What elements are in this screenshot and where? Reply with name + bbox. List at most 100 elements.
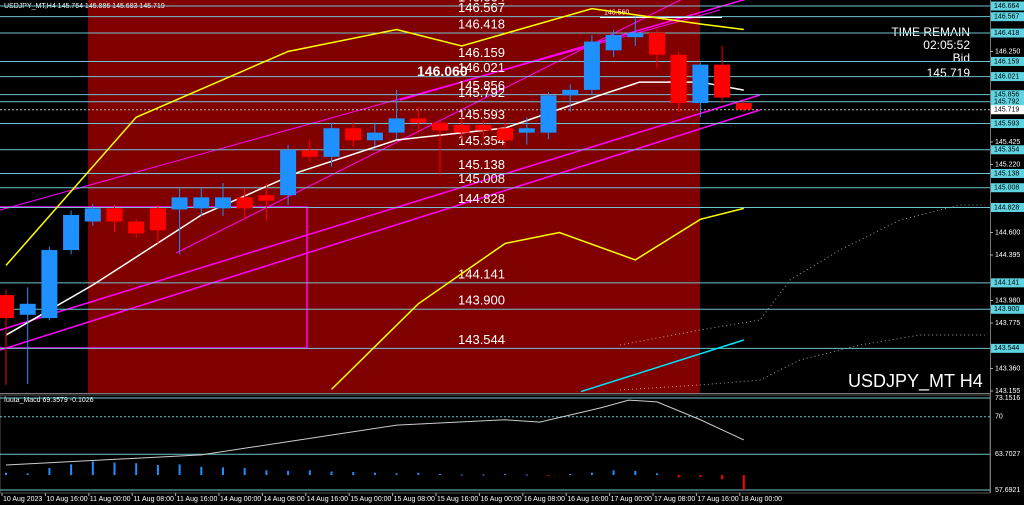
level-tag [991,168,1024,178]
candle-body [388,118,405,133]
y-tick-label: 143.360 [995,365,1020,372]
level-tag [991,145,1024,155]
candle-body [84,208,101,222]
macd-bar [200,466,203,475]
candle-body [149,208,166,231]
macd-label: fuuta_Macd 69.3579 -0.1026 [4,397,94,404]
macd-bar [222,467,224,475]
level-tag-label: 146.418 [994,30,1019,37]
watermark: USDJPY_MT H4 [848,371,983,392]
candle-body [280,150,297,196]
candle-body [258,195,275,201]
indicator-line [330,207,744,390]
level-tag [991,90,1024,100]
level-tag-label: 144.828 [994,204,1019,211]
macd-tick-label: 63.7027 [995,451,1020,458]
macd-bar [395,473,398,475]
bid-tag-label: 145.719 [994,107,1019,114]
candle-body [41,250,58,319]
candle-body [301,150,318,157]
candle-body [215,197,231,209]
level-tag [991,304,1024,314]
macd-tick-label: 57.6921 [995,487,1020,494]
info-bid-label: Bid [953,51,970,65]
indicator-line [5,81,744,336]
macd-bar [612,470,615,475]
macd-bar [417,472,420,475]
x-tick-label: 16 Aug 08:00 [524,496,565,503]
candle-body [323,128,340,157]
level-tag [991,97,1024,107]
candle-body [0,295,14,319]
macd-tick-label: 73.1516 [995,395,1020,402]
level-label: 146.021 [458,60,505,75]
macd-bar [243,467,246,475]
indicator-line [5,7,744,266]
y-tick-label: 144.600 [995,229,1020,236]
x-tick-label: 11 Aug 16:00 [177,496,218,503]
candle-body [518,128,535,133]
y-tick-label: 144.395 [995,252,1020,259]
level-label: 145.138 [458,157,505,172]
macd-bar [656,473,658,475]
macd-bar [287,470,290,475]
level-label: 144.828 [458,191,505,206]
level-tag [991,343,1024,353]
macd-bar [373,472,376,475]
x-tick-label: 16 Aug 00:00 [480,496,521,503]
x-tick-label: 10 Aug 16:00 [46,496,87,503]
candle-body [410,118,427,123]
y-tick-label: 143.980 [995,297,1020,304]
level-tag [991,12,1024,22]
y-tick-label: 146.250 [995,48,1020,55]
level-tag [991,183,1024,193]
level-tag-label: 144.141 [994,280,1019,287]
macd-bar [634,470,637,475]
x-tick-label: 16 Aug 16:00 [567,496,608,503]
candle-body [171,197,188,210]
macd-bar [330,471,333,475]
info-label: TIME REMAIN [891,25,970,39]
level-tag-label: 146.664 [994,3,1019,10]
info-time: 02:05:52 [923,38,970,52]
level-tag [991,56,1024,66]
macd-bar [308,470,311,475]
channel-line [0,94,761,331]
candle-body [236,197,253,209]
x-tick-label: 14 Aug 08:00 [263,496,304,503]
macd-panel [0,394,991,494]
level-label: 143.900 [458,293,505,308]
level-label: 146.567 [458,0,505,15]
macd-bar [70,464,73,475]
candle-body [345,128,362,141]
candle-body [692,64,709,104]
level-tag [991,72,1024,82]
candle-body [583,41,600,90]
level-tag-label: 143.544 [994,345,1019,352]
candle-body [540,95,557,133]
macd-bar [156,464,159,475]
channel-line [175,0,682,254]
level-label: 145.792 [458,85,505,100]
level-label: 145.008 [458,171,505,186]
candle-body [106,208,123,222]
candle-body [366,132,383,141]
y-tick-label: 145.220 [995,161,1020,168]
level-label: 146.664 [458,0,505,4]
candle-body [497,128,514,141]
x-tick-label: 11 Aug 00:00 [90,496,131,503]
level-tag-label: 145.593 [994,120,1019,127]
macd-bar [460,474,463,476]
x-tick-label: 14 Aug 16:00 [307,496,348,503]
level-tag-label: 146.021 [994,73,1019,80]
macd-bar [265,470,268,475]
y-tick-label: 143.155 [995,388,1020,395]
macd-bar [721,475,724,480]
macd-bar [352,472,355,475]
candle-body [63,214,80,251]
price-annotation: 146.060 [417,63,468,79]
level-tag-label: 145.354 [994,147,1019,154]
level-tag-label: 146.567 [994,14,1019,21]
channel-line [399,0,746,101]
